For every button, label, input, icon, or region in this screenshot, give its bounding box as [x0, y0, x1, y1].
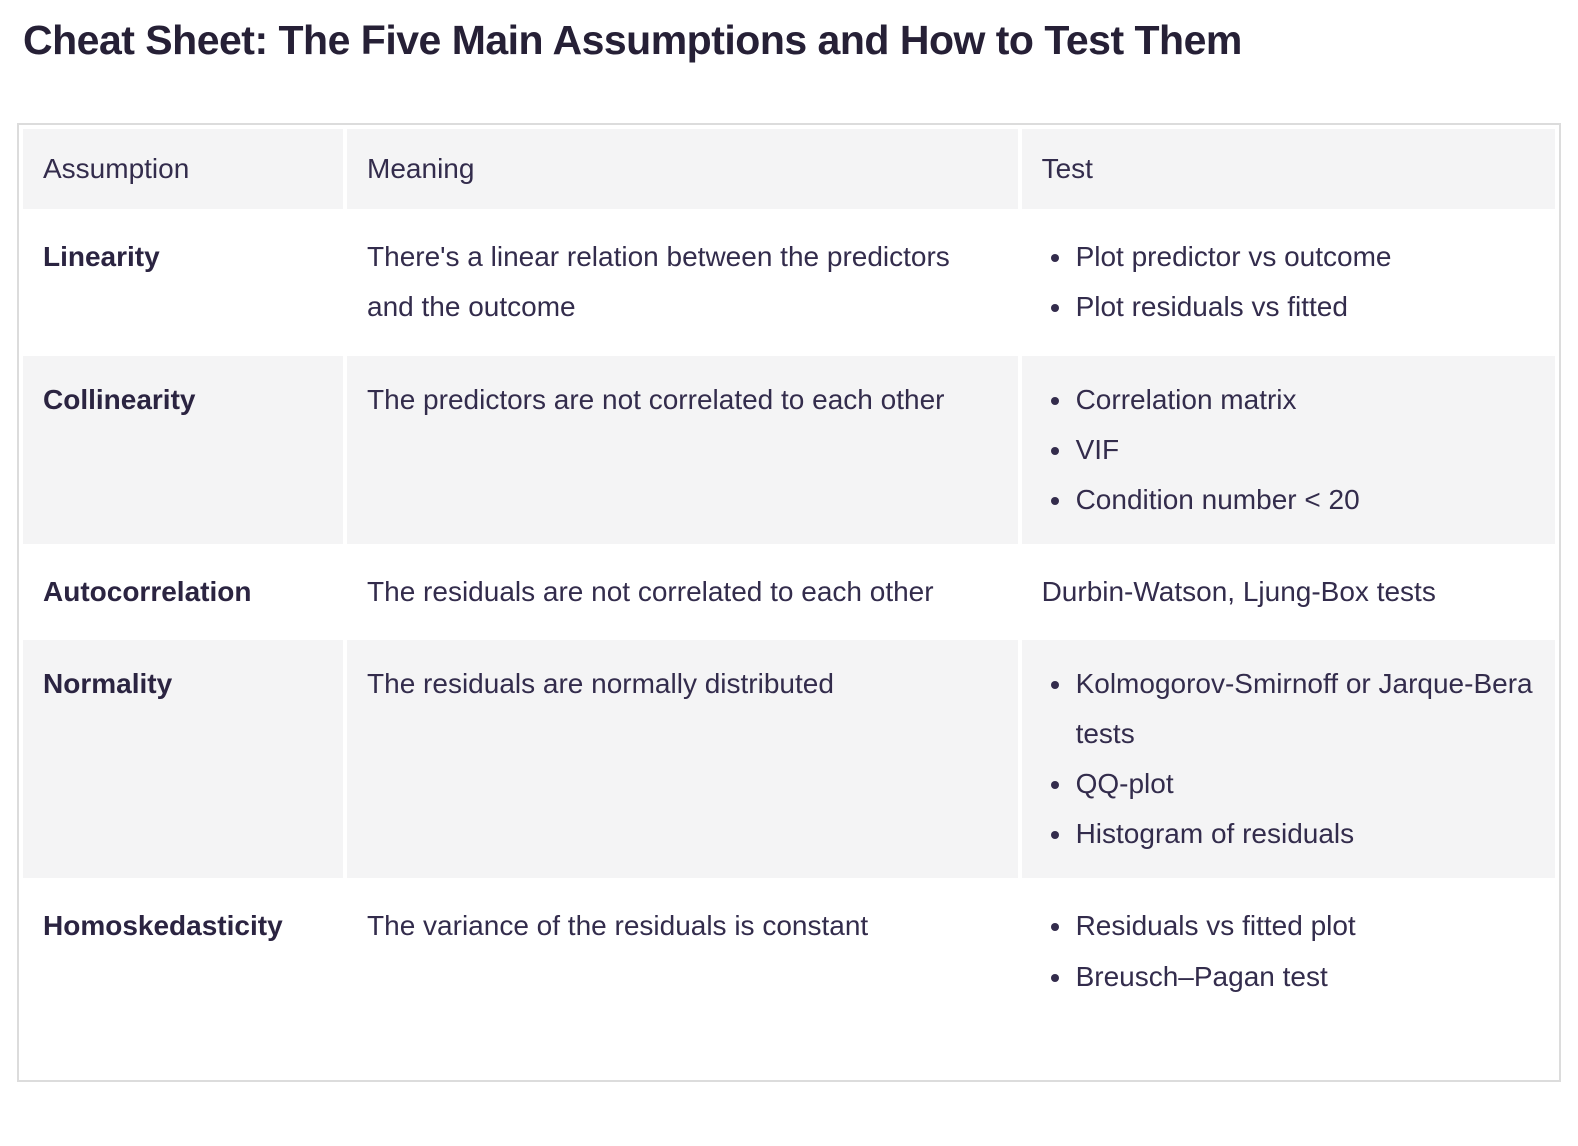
assumption-cell: Linearity — [43, 241, 160, 273]
test-item: Residuals vs fitted plot — [1074, 901, 1535, 951]
assumption-cell: Autocorrelation — [43, 575, 252, 607]
table-header-row: Assumption Meaning Test — [23, 129, 1555, 210]
test-list: Kolmogorov-Smirnoff or Jarque-Bera tests… — [1042, 659, 1535, 859]
test-item: Plot residuals vs fitted — [1074, 282, 1535, 332]
assumptions-table: Assumption Meaning Test Linearity There'… — [17, 123, 1561, 1082]
table-row-homoskedasticity: Homoskedasticity The variance of the res… — [23, 882, 1555, 1075]
test-cell: Durbin-Watson, Ljung-Box tests — [1041, 575, 1436, 607]
test-item: QQ-plot — [1074, 759, 1535, 809]
assumption-cell: Homoskedasticity — [43, 910, 283, 942]
test-cell: Kolmogorov-Smirnoff or Jarque-Bera tests… — [1021, 639, 1555, 879]
table-row-autocorrelation: Autocorrelation The residuals are not co… — [23, 548, 1555, 636]
test-list: Correlation matrix VIF Condition number … — [1042, 375, 1535, 525]
column-header-test: Test — [1021, 129, 1555, 210]
table-row-linearity: Linearity There's a linear relation betw… — [23, 213, 1555, 351]
meaning-cell: The residuals are not correlated to each… — [367, 575, 934, 607]
meaning-cell: The residuals are normally distributed — [347, 639, 1018, 879]
test-item: Histogram of residuals — [1074, 809, 1535, 859]
column-header-assumption: Assumption — [23, 129, 344, 210]
test-list: Residuals vs fitted plot Breusch–Pagan t… — [1042, 901, 1535, 1001]
test-list: Plot predictor vs outcome Plot residuals… — [1042, 232, 1535, 332]
test-item: Condition number < 20 — [1074, 475, 1535, 525]
page-title: Cheat Sheet: The Five Main Assumptions a… — [23, 17, 1242, 63]
test-item: VIF — [1074, 425, 1535, 475]
article-page: Cheat Sheet: The Five Main Assumptions a… — [0, 16, 1578, 1092]
meaning-cell: The variance of the residuals is constan… — [367, 910, 869, 942]
test-cell: Residuals vs fitted plot Breusch–Pagan t… — [1022, 882, 1555, 1075]
table-row-collinearity: Collinearity The predictors are not corr… — [23, 355, 1555, 544]
test-cell: Plot predictor vs outcome Plot residuals… — [1022, 213, 1555, 351]
column-header-meaning: Meaning — [347, 129, 1018, 210]
assumption-cell: Normality — [23, 639, 344, 879]
test-item: Breusch–Pagan test — [1074, 952, 1535, 1002]
test-item: Plot predictor vs outcome — [1074, 232, 1535, 282]
table-row-normality: Normality The residuals are normally dis… — [23, 639, 1555, 879]
test-item: Correlation matrix — [1074, 375, 1535, 425]
test-item: Kolmogorov-Smirnoff or Jarque-Bera tests — [1074, 659, 1535, 759]
meaning-cell: The predictors are not correlated to eac… — [347, 355, 1018, 544]
assumption-cell: Collinearity — [23, 355, 344, 544]
test-cell: Correlation matrix VIF Condition number … — [1021, 355, 1555, 544]
meaning-cell: There's a linear relation between the pr… — [367, 241, 950, 323]
